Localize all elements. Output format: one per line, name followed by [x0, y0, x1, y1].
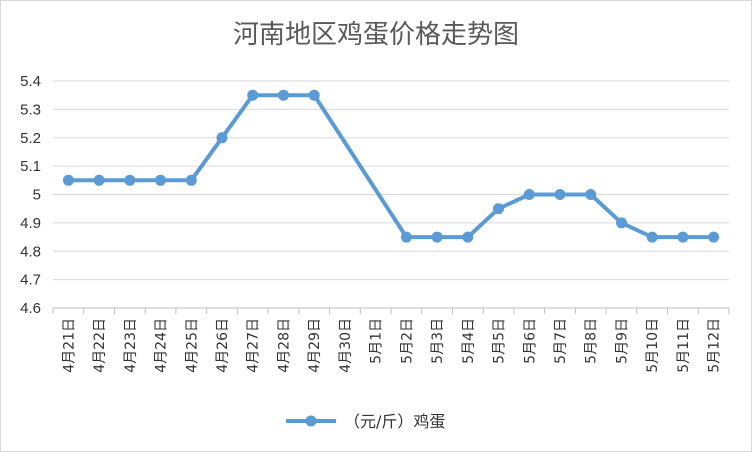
- data-point: [400, 231, 412, 243]
- x-tick-label: 5月10日: [645, 318, 661, 373]
- data-point: [216, 132, 228, 144]
- data-point: [308, 89, 320, 101]
- y-tick-label: 4.8: [20, 243, 41, 260]
- y-tick-label: 4.9: [20, 215, 41, 232]
- x-tick-label: 5月1日: [369, 318, 385, 364]
- x-tick-label: 4月29日: [307, 318, 323, 373]
- x-tick-label: 5月3日: [430, 318, 446, 364]
- x-tick-label: 4月26日: [215, 318, 231, 373]
- x-tick-label: 5月8日: [584, 318, 600, 364]
- x-axis: [52, 307, 730, 314]
- data-point: [708, 231, 720, 243]
- y-tick-label: 4.6: [20, 300, 41, 317]
- y-axis-ticks: 5.4 5.3 5.2 5.1 5 4.9 4.8 4.7 4.6: [20, 73, 41, 317]
- x-tick-label: 4月22日: [92, 318, 108, 373]
- y-tick-label: 4.7: [20, 272, 41, 289]
- legend-marker: [305, 415, 317, 427]
- x-tick-label: 5月9日: [614, 318, 630, 364]
- data-point: [646, 231, 658, 243]
- x-tick-label: 4月25日: [184, 318, 200, 373]
- x-tick-label: 5月12日: [707, 318, 723, 373]
- x-tick-label: 4月21日: [61, 318, 77, 373]
- data-point: [124, 174, 136, 186]
- y-tick-label: 5: [33, 187, 41, 204]
- x-tick-label: 5月2日: [399, 318, 415, 364]
- x-tick-label: 5月7日: [553, 318, 569, 364]
- y-tick-label: 5.3: [20, 101, 41, 118]
- x-tick-label: 4月24日: [154, 318, 170, 373]
- data-point: [523, 189, 535, 200]
- data-point: [554, 189, 566, 200]
- data-point: [493, 203, 504, 215]
- x-tick-label: 4月30日: [338, 318, 354, 373]
- data-point: [585, 189, 597, 200]
- legend: （元/斤）鸡蛋: [286, 412, 445, 431]
- data-point: [155, 174, 166, 186]
- x-tick-label: 4月28日: [276, 318, 292, 373]
- data-point: [431, 231, 443, 243]
- data-point: [247, 89, 259, 101]
- y-tick-label: 5.2: [20, 130, 41, 147]
- data-point: [616, 217, 627, 229]
- data-point: [462, 231, 474, 243]
- x-tick-label: 5月11日: [676, 318, 692, 373]
- x-axis-ticks: 4月21日 4月22日 4月23日 4月24日 4月25日 4月26日 4月27日 4月28日…: [61, 318, 722, 373]
- data-point: [278, 89, 289, 101]
- x-tick-label: 5月4日: [461, 318, 477, 364]
- x-tick-label: 5月6日: [522, 318, 538, 364]
- y-tick-label: 5.1: [20, 158, 41, 175]
- series-group: [62, 89, 720, 243]
- data-point: [93, 174, 105, 186]
- grid-lines: [53, 80, 729, 309]
- data-point: [185, 174, 197, 186]
- data-point: [62, 174, 74, 186]
- x-tick-label: 4月23日: [123, 318, 139, 373]
- x-tick-label: 5月5日: [492, 318, 508, 364]
- x-tick-label: 4月27日: [246, 318, 262, 373]
- legend-label: （元/斤）鸡蛋: [344, 412, 445, 431]
- chart-title: 河南地区鸡蛋价格走势图: [233, 20, 519, 50]
- y-tick-label: 5.4: [20, 73, 41, 90]
- data-point: [677, 231, 689, 243]
